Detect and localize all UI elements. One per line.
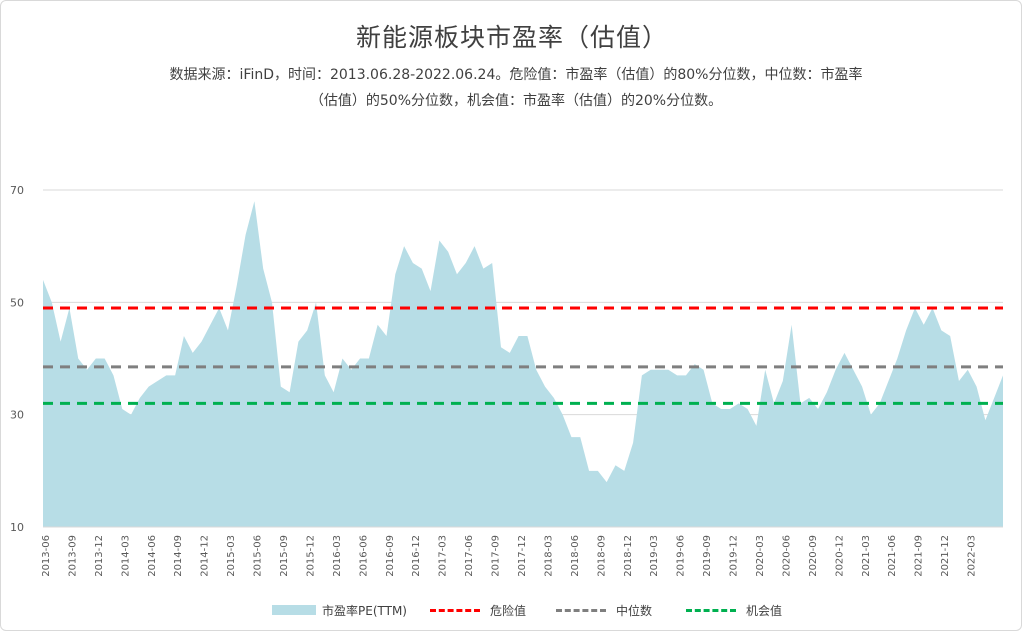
legend-label-opportunity: 机会值 [746,603,783,618]
x-tick-label: 2022-03 [967,535,978,577]
legend-item-median: 中位数 [556,598,652,622]
x-tick-label: 2017-09 [491,535,502,577]
x-tick-label: 2017-06 [464,535,475,577]
x-tick-label: 2021-03 [861,535,872,577]
legend-label-pe: 市盈率PE(TTM) [322,603,407,618]
x-tick-label: 2013-12 [94,535,105,577]
x-tick-label: 2017-03 [438,535,449,577]
y-tick-label: 30 [10,409,24,422]
legend-item-pe: 市盈率PE(TTM) [272,598,407,622]
x-tick-label: 2020-06 [781,535,792,577]
x-tick-label: 2019-09 [702,535,713,577]
x-tick-label: 2020-12 [834,535,845,577]
legend-label-danger: 危险值 [490,603,527,618]
legend-swatch-danger [430,608,480,612]
x-tick-label: 2019-12 [729,535,740,577]
x-tick-label: 2020-09 [808,535,819,577]
pe-area-series [43,201,1003,528]
chart-subtitle: 数据来源：iFinD，时间：2013.06.28-2022.06.24。危险值：… [96,62,936,114]
chart-title: 新能源板块市盈率（估值） [355,23,668,52]
x-tick-label: 2014-03 [120,535,131,577]
x-tick-label: 2019-03 [649,535,660,577]
x-tick-label: 2014-09 [173,535,184,577]
x-tick-label: 2020-03 [755,535,766,577]
x-tick-label: 2013-09 [67,535,78,577]
x-tick-label: 2019-06 [676,535,687,577]
legend-item-danger: 危险值 [430,598,526,622]
x-tick-label: 2021-12 [940,535,951,577]
legend-swatch-opportunity [686,608,736,612]
subtitle-line-1: 数据来源：iFinD，时间：2013.06.28-2022.06.24。危险值：… [169,67,863,83]
y-tick-label: 50 [10,296,24,309]
subtitle-line-2: （估值）的50%分位数，机会值：市盈率（估值）的20%分位数。 [309,93,723,109]
x-tick-label: 2014-12 [200,535,211,577]
y-tick-label: 70 [10,184,24,197]
x-tick-label: 2016-03 [332,535,343,577]
x-tick-label: 2017-12 [517,535,528,577]
legend-item-opportunity: 机会值 [686,598,782,622]
x-tick-label: 2016-09 [385,535,396,577]
legend-label-median: 中位数 [616,603,653,618]
x-tick-label: 2015-06 [253,535,264,577]
legend-swatch-median [556,608,606,612]
x-tick-label: 2018-06 [570,535,581,577]
x-tick-label: 2018-03 [543,535,554,577]
x-tick-label: 2021-09 [914,535,925,577]
legend-swatch-area [272,605,316,615]
x-tick-label: 2018-09 [596,535,607,577]
x-tick-label: 2015-12 [305,535,316,577]
x-tick-label: 2021-06 [887,535,898,577]
x-tick-label: 2018-12 [623,535,634,577]
x-tick-label: 2014-06 [147,535,158,577]
x-tick-label: 2015-09 [279,535,290,577]
x-tick-label: 2013-06 [41,535,52,577]
x-tick-label: 2016-06 [358,535,369,577]
legend: 市盈率PE(TTM) 危险值 中位数 机会值 [0,598,1024,622]
x-tick-label: 2015-03 [226,535,237,577]
x-tick-label: 2016-12 [411,535,422,577]
y-tick-label: 10 [10,521,24,534]
